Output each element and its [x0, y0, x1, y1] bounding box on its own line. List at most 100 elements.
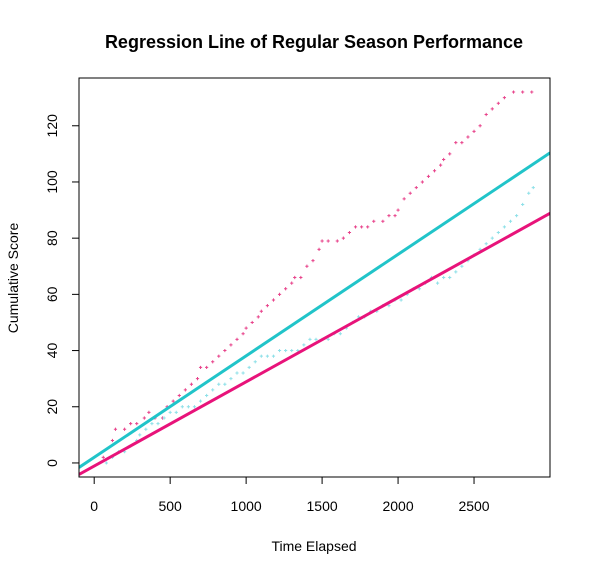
regression-line-1	[79, 151, 550, 469]
data-point	[235, 337, 239, 341]
data-point	[466, 135, 470, 139]
data-point	[259, 354, 263, 358]
data-point	[290, 281, 294, 285]
data-point	[290, 348, 294, 353]
data-point	[396, 208, 400, 212]
data-point	[347, 230, 352, 235]
data-point	[247, 365, 251, 370]
data-point	[174, 410, 178, 414]
x-tick-label: 1000	[231, 498, 262, 514]
data-point	[259, 309, 263, 313]
data-point	[156, 422, 160, 426]
data-point	[186, 405, 190, 409]
data-point	[229, 343, 233, 347]
x-axis: 0 500 1000 1500 2000 2500	[90, 476, 490, 514]
y-tick-label: 40	[44, 343, 60, 359]
data-point	[460, 141, 464, 145]
data-point	[104, 461, 108, 465]
data-point	[265, 303, 269, 308]
data-point	[250, 320, 254, 325]
data-point	[341, 236, 345, 240]
data-point	[271, 298, 276, 302]
data-point	[277, 292, 282, 296]
data-point	[326, 337, 330, 341]
data-point	[414, 185, 418, 190]
data-point	[426, 174, 431, 178]
data-point	[144, 427, 148, 431]
data-point	[244, 326, 248, 330]
data-point	[299, 275, 303, 280]
data-point	[326, 239, 330, 243]
data-point	[122, 427, 127, 431]
data-point	[320, 239, 324, 243]
data-point	[490, 236, 494, 240]
data-point	[353, 225, 358, 229]
data-point	[256, 315, 260, 319]
regression-lines-layer	[79, 151, 550, 476]
x-tick-label: 1500	[307, 498, 338, 514]
data-point	[271, 354, 276, 358]
data-point	[138, 433, 142, 437]
data-point	[393, 214, 397, 218]
data-point	[302, 343, 306, 347]
data-point	[168, 410, 172, 414]
data-point	[530, 90, 534, 94]
data-point	[311, 259, 315, 263]
data-point	[338, 332, 342, 336]
plot-frame	[78, 77, 551, 478]
chart-title: Regression Line of Regular Season Perfor…	[105, 32, 523, 52]
data-point	[402, 197, 406, 201]
data-point	[387, 214, 391, 218]
data-point	[442, 275, 446, 280]
data-point	[435, 281, 440, 285]
y-axis-label: Cumulative Score	[5, 223, 21, 334]
x-tick-label: 500	[158, 498, 182, 514]
data-point	[211, 388, 215, 392]
data-point	[223, 382, 227, 386]
data-point	[110, 438, 115, 443]
data-point	[293, 275, 297, 280]
data-point	[205, 393, 209, 398]
data-point	[101, 455, 105, 459]
series-1-points	[101, 90, 534, 459]
data-point	[448, 275, 452, 280]
data-point	[502, 96, 507, 100]
data-point	[253, 360, 257, 364]
y-tick-label: 20	[44, 399, 60, 415]
x-tick-label: 2500	[458, 498, 489, 514]
data-point	[372, 219, 376, 223]
data-point	[177, 393, 181, 398]
data-point	[229, 377, 233, 381]
data-point	[448, 152, 452, 156]
y-tick-label: 120	[44, 114, 60, 138]
data-point	[381, 219, 385, 223]
data-point	[241, 371, 245, 375]
data-point	[408, 191, 412, 195]
data-point	[265, 354, 269, 358]
data-point	[142, 416, 146, 420]
data-point	[514, 214, 519, 218]
data-point	[484, 112, 488, 117]
data-point	[314, 337, 318, 341]
data-point	[135, 422, 139, 426]
data-point	[531, 185, 535, 190]
data-point	[521, 90, 525, 94]
data-point	[241, 332, 245, 336]
data-point	[205, 365, 209, 370]
data-point	[508, 219, 513, 223]
data-point	[527, 191, 531, 195]
data-point	[460, 264, 464, 268]
data-point	[284, 287, 288, 291]
data-point	[223, 348, 227, 353]
data-point	[195, 377, 200, 381]
data-point	[171, 399, 175, 403]
data-point	[521, 202, 525, 207]
data-point	[432, 169, 437, 173]
y-tick-label: 60	[44, 286, 60, 302]
data-point	[502, 225, 507, 229]
x-axis-label: Time Elapsed	[271, 538, 356, 554]
data-point	[472, 129, 476, 133]
data-point	[308, 337, 312, 341]
data-point	[417, 287, 421, 291]
